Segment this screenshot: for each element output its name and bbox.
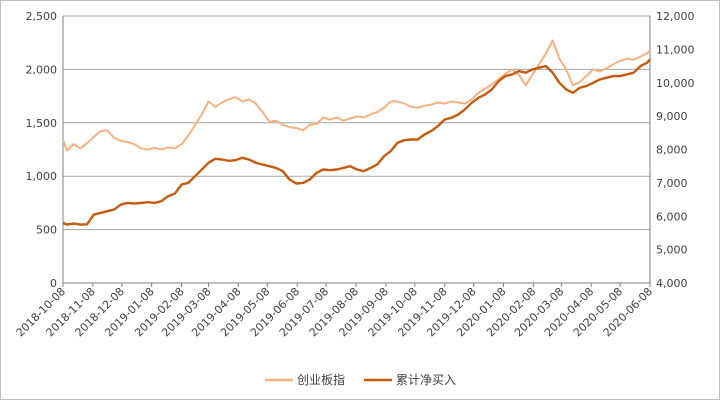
y-right-tick-label: 11,000 [656, 43, 695, 56]
y-right-tick-label: 8,000 [656, 144, 688, 157]
y-left-tick-label: 1,000 [26, 170, 58, 183]
legend-label: 创业板指 [297, 372, 345, 387]
y-right-tick-label: 10,000 [656, 77, 695, 90]
y-right-tick-label: 9,000 [656, 110, 688, 123]
series-line-cumulative-net-buy [62, 58, 651, 226]
y-left-tick-label: 2,000 [26, 63, 58, 76]
legend-label: 累计净买入 [396, 373, 456, 387]
y-left-tick-label: 2,500 [26, 10, 58, 23]
y-right-tick-label: 12,000 [656, 10, 695, 23]
y-left-tick-label: 1,500 [26, 117, 58, 130]
y-right-tick-label: 6,000 [656, 210, 688, 223]
y-left-tick-label: 0 [50, 277, 57, 290]
y-right-tick-label: 5,000 [656, 244, 688, 257]
y-left-tick-label: 500 [36, 224, 57, 237]
y-right-tick-label: 7,000 [656, 177, 688, 190]
series-line-cyb-index [62, 39, 651, 152]
y-right-tick-label: 4,000 [656, 277, 688, 290]
